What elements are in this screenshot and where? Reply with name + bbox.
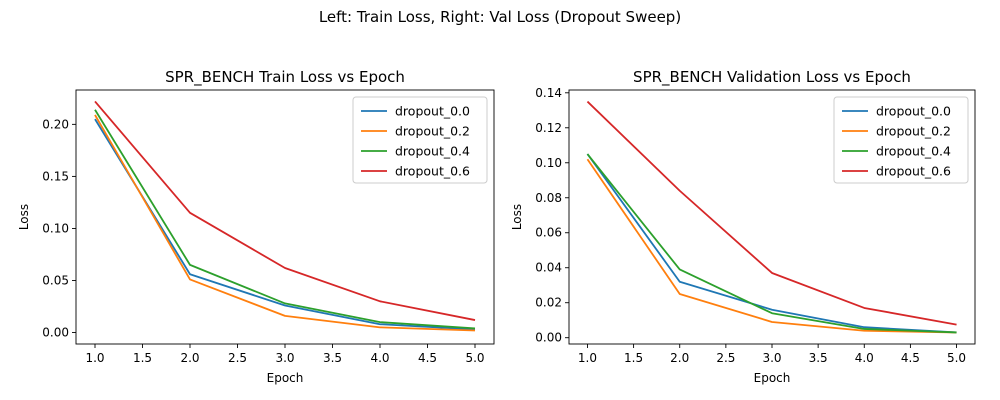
val-ytick-label: 0.06 <box>535 226 562 240</box>
train-ytick-label: 0.05 <box>42 274 69 288</box>
val-xtick-label: 2.5 <box>716 351 735 365</box>
val-xtick-label: 2.0 <box>670 351 689 365</box>
val-ytick-label: 0.02 <box>535 296 562 310</box>
val-ytick-label: 0.10 <box>535 156 562 170</box>
val-line-dropout_0-0 <box>586 153 957 334</box>
figure-suptitle: Left: Train Loss, Right: Val Loss (Dropo… <box>319 8 681 26</box>
val-xtick-label: 4.0 <box>855 351 874 365</box>
val-legend-box <box>833 96 969 184</box>
train-xtick-label: 3.0 <box>275 351 294 365</box>
val-ytick-label: 0.04 <box>535 261 562 275</box>
val-ytick-label: 0.08 <box>535 191 562 205</box>
train-xtick-label: 1.0 <box>85 351 104 365</box>
train-y-axis-label: Loss <box>17 204 31 230</box>
train-legend-entry: dropout_0.2 <box>395 124 470 139</box>
train-legend-entry: dropout_0.0 <box>395 104 470 119</box>
train-line-dropout_0-2 <box>94 114 476 332</box>
val-legend: dropout_0.0 dropout_0.2 dropout_0.4dropout… <box>833 96 969 184</box>
train-xtick-label: 1.5 <box>133 351 152 365</box>
val-x-axis-label: Epoch <box>754 371 791 385</box>
train-line-dropout_0-4 <box>94 109 476 330</box>
train-chart-title: SPR_BENCH Train Loss vs Epoch <box>165 68 405 87</box>
train-xtick-label: 2.5 <box>228 351 247 365</box>
val-ytick-label: 0.12 <box>535 121 562 135</box>
val-legend-entry: dropout_0.2 <box>876 124 951 139</box>
train-xtick-label: 4.5 <box>418 351 437 365</box>
validation-loss-panel: SPR_BENCH Validation Loss vs Epoch 1.0 1.5… <box>510 68 976 385</box>
val-line-dropout_0-4 <box>586 153 957 334</box>
train-xtick-label: 2.0 <box>180 351 199 365</box>
train-legend-entry: dropout_0.4 <box>395 144 470 159</box>
val-legend-entry: dropout_0.0 <box>876 104 951 119</box>
train-ytick-label: 0.20 <box>42 117 69 131</box>
train-ytick-label: 0.00 <box>42 326 69 340</box>
val-line-dropout_0-2 <box>586 158 957 334</box>
val-xtick-label: 4.5 <box>901 351 920 365</box>
val-chart-title: SPR_BENCH Validation Loss vs Epoch <box>633 68 911 87</box>
train-ytick-label: 0.15 <box>42 169 69 183</box>
val-xtick-label: 1.0 <box>578 351 597 365</box>
train-xtick-label: 3.5 <box>323 351 342 365</box>
val-ytick-label: 0.00 <box>535 331 562 345</box>
val-line-dropout_0-6 <box>586 100 957 326</box>
val-y-axis-label: Loss <box>510 204 524 230</box>
train-legend-box <box>352 96 488 184</box>
val-legend-entry: dropout_0.4 <box>876 144 951 159</box>
train-line-dropout_0-0 <box>94 118 476 331</box>
train-loss-panel: SPR_BENCH Train Loss vs Epoch 1.0 1.5 2.0 2.… <box>17 68 495 385</box>
val-xtick-label: 1.5 <box>624 351 643 365</box>
train-xtick-label: 4.0 <box>370 351 389 365</box>
val-xtick-label: 3.5 <box>809 351 828 365</box>
train-ytick-label: 0.10 <box>42 221 69 235</box>
train-xtick-label: 5.0 <box>465 351 484 365</box>
val-xtick-label: 3.0 <box>762 351 781 365</box>
val-xtick-label: 5.0 <box>947 351 966 365</box>
train-legend: dropout_0.0 dropout_0.2 dropout_0.4dropout… <box>352 96 488 184</box>
train-legend-entry: dropout_0.6 <box>395 164 470 179</box>
val-legend-entry: dropout_0.6 <box>876 164 951 179</box>
train-x-axis-label: Epoch <box>267 371 304 385</box>
val-ytick-label: 0.14 <box>535 86 562 100</box>
train-line-dropout_0-6 <box>94 100 476 321</box>
